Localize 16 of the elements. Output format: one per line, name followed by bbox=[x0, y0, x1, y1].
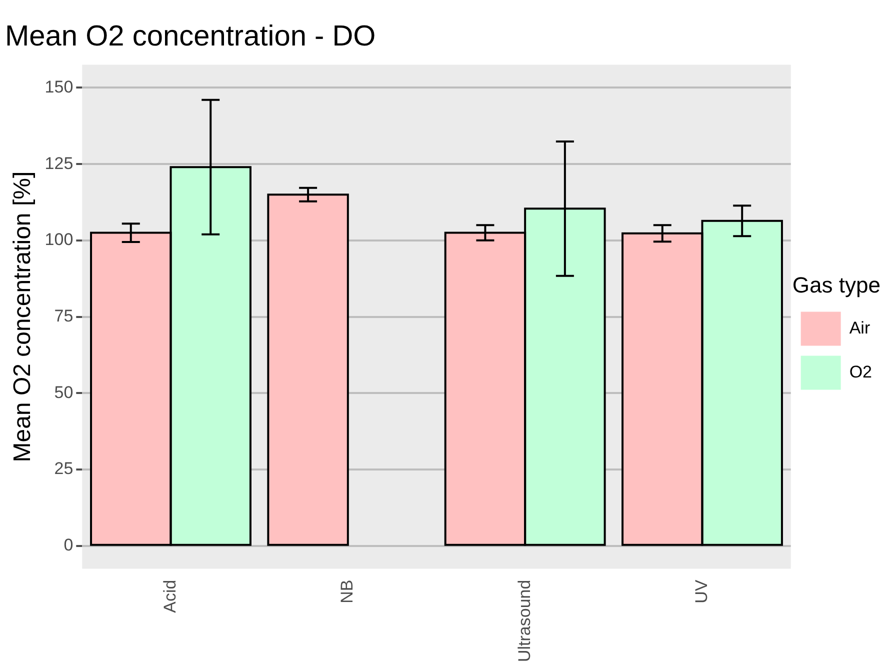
x-tick-label: UV bbox=[692, 579, 711, 604]
x-tick-label: Acid bbox=[160, 580, 180, 613]
legend-label: O2 bbox=[849, 362, 872, 382]
y-tick-label: 75 bbox=[54, 306, 74, 326]
y-axis-title: Mean O2 concentration [%] bbox=[9, 171, 36, 462]
y-tick-label: 25 bbox=[54, 459, 74, 478]
y-tick-label: 125 bbox=[44, 154, 74, 173]
chart-title: Mean O2 concentration - DO bbox=[5, 20, 376, 52]
y-tick-label: 50 bbox=[54, 382, 74, 402]
y-tick-label: 0 bbox=[64, 536, 74, 555]
legend-label: Air bbox=[849, 318, 870, 338]
y-tick-label: 150 bbox=[44, 77, 74, 96]
x-tick-label: NB bbox=[338, 580, 357, 604]
x-tick-label: Ultrasound bbox=[514, 580, 534, 662]
legend-title: Gas type bbox=[792, 272, 880, 298]
y-tick-label: 100 bbox=[44, 230, 74, 250]
